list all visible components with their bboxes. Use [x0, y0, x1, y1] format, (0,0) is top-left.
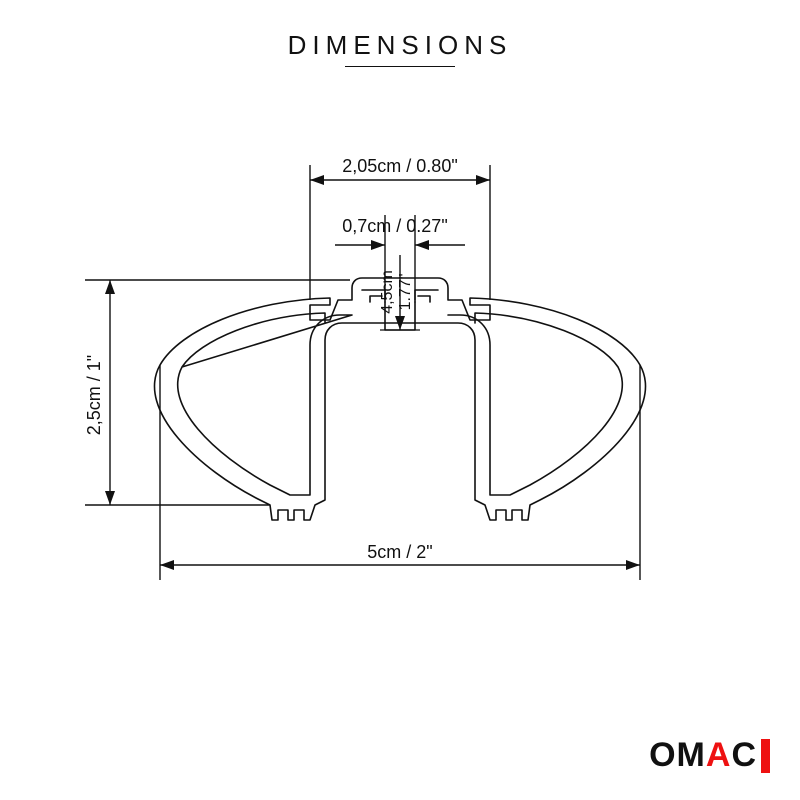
- dim-left-height-label: 2,5cm / 1": [84, 355, 104, 435]
- dim-inner-depth-b: 1.77": [397, 274, 414, 311]
- dim-bottom-width: 5cm / 2": [160, 365, 640, 580]
- logo-part-red: A: [706, 736, 732, 775]
- logo-part-2: C: [731, 736, 757, 775]
- logo-part-1: OM: [649, 736, 706, 775]
- brand-logo: OMAC: [649, 736, 770, 775]
- logo-bar-icon: [761, 739, 770, 773]
- dim-top-narrow-label: 0,7cm / 0.27": [342, 216, 447, 236]
- dim-inner-depth-a: 4,5cm: [379, 270, 396, 314]
- diagram-svg: 5cm / 2" 2,5cm / 1" 2,05cm / 0.80": [0, 0, 800, 800]
- dim-top-wide-label: 2,05cm / 0.80": [342, 156, 457, 176]
- dim-bottom-width-label: 5cm / 2": [367, 542, 432, 562]
